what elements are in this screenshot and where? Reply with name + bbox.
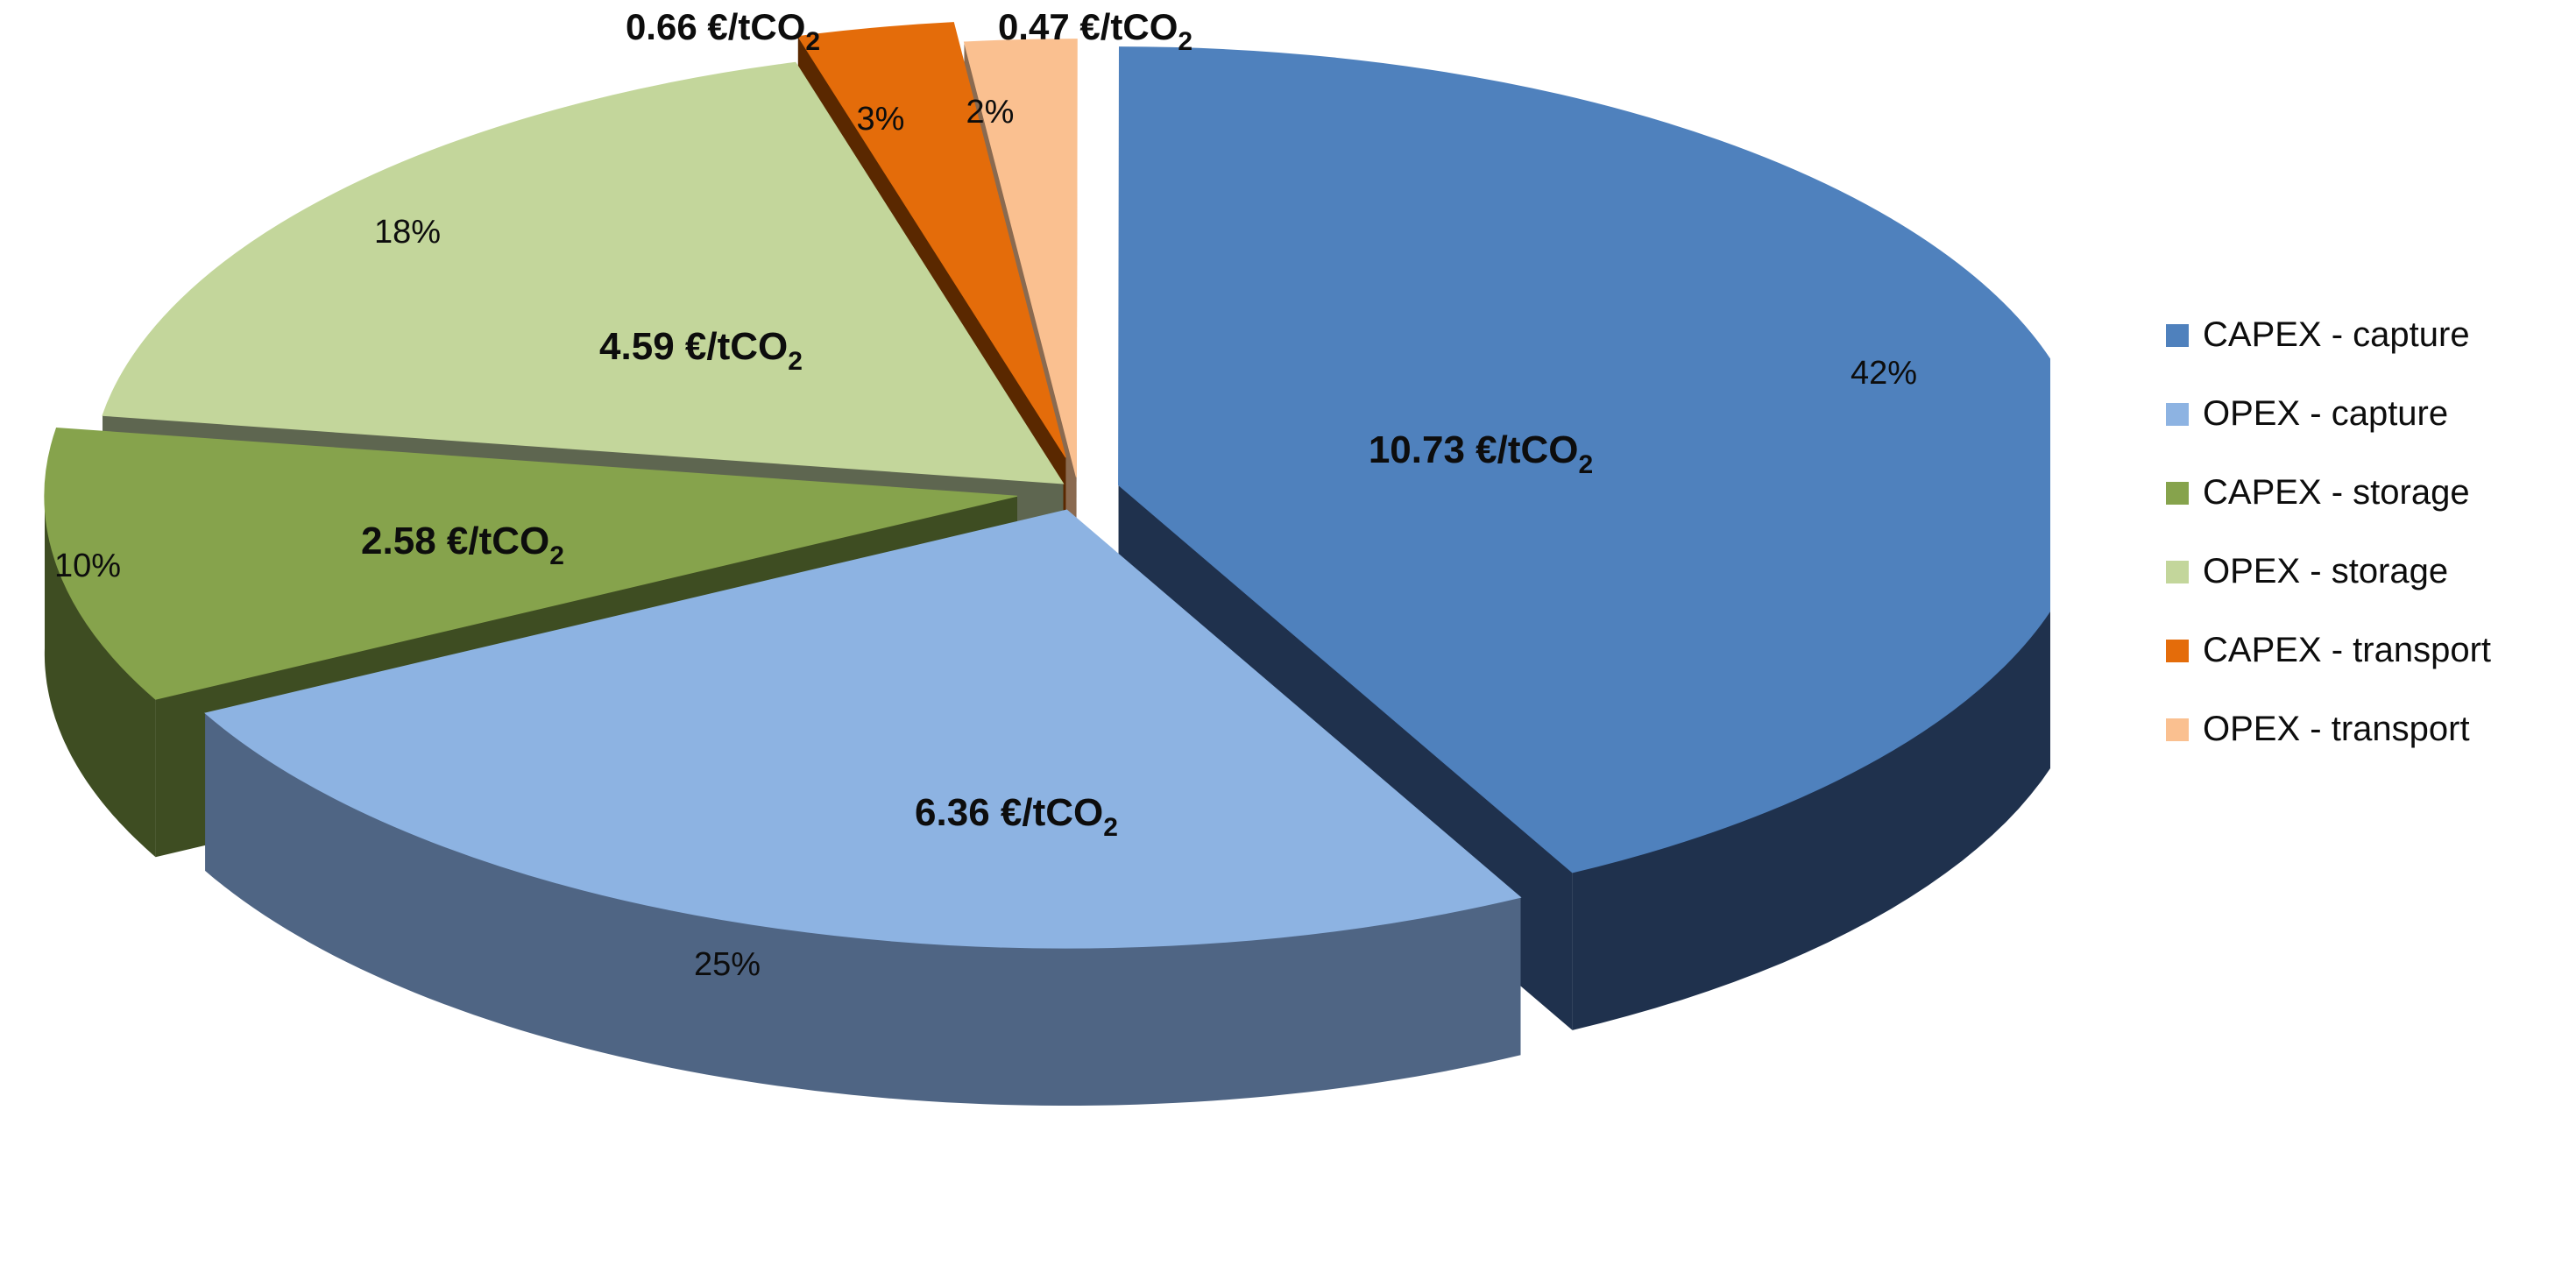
legend-label: OPEX - capture <box>2203 394 2449 433</box>
legend-label: CAPEX - capture <box>2203 315 2470 354</box>
chart-legend: CAPEX - capture OPEX - capture CAPEX - sto… <box>2166 315 2569 788</box>
slice-labels: 42% 10.73 €/tCO2 25% 6.36 €/tCO2 10% 2.58 €/t… <box>54 6 1917 983</box>
slice-value-label-opex-transport: 0.47 €/tCO2 <box>998 6 1192 56</box>
legend-label: CAPEX - transport <box>2203 631 2492 669</box>
slice-opex-capture <box>204 509 1522 949</box>
slice-capex-transport <box>796 22 1066 458</box>
slice-side-capex-capture <box>1572 611 2050 1030</box>
legend-swatch <box>2166 481 2189 505</box>
slice-value-label-opex-storage: 4.59 €/tCO2 <box>599 325 803 376</box>
legend-label: CAPEX - storage <box>2203 473 2470 512</box>
slice-percent-label-opex-capture: 25% <box>694 946 761 983</box>
legend-swatch <box>2166 718 2189 741</box>
slice-capex-capture <box>1118 46 2050 873</box>
legend-label: OPEX - transport <box>2203 710 2470 748</box>
slice-opex-storage <box>102 61 1065 484</box>
slice-side-capex-storage <box>44 491 156 858</box>
slice-percent-label-capex-storage: 10% <box>54 548 121 584</box>
legend-swatch <box>2166 639 2189 662</box>
legend-item-capex-capture: CAPEX - capture <box>2166 315 2569 355</box>
legend-item-opex-capture: OPEX - capture <box>2166 394 2569 434</box>
slice-percent-label-opex-transport: 2% <box>966 94 1015 131</box>
slice-value-label-capex-capture: 10.73 €/tCO2 <box>1369 428 1593 479</box>
pie-chart: 42% 10.73 €/tCO2 25% 6.36 €/tCO2 10% 2.58 €/t… <box>44 6 2050 1106</box>
slice-value-label-capex-storage: 2.58 €/tCO2 <box>361 520 564 570</box>
legend-swatch <box>2166 323 2189 347</box>
legend-item-capex-transport: CAPEX - transport <box>2166 631 2569 670</box>
slice-percent-label-capex-transport: 3% <box>857 101 905 138</box>
legend-label: OPEX - storage <box>2203 552 2449 590</box>
slice-side-opex-capture <box>205 713 1521 1106</box>
legend-swatch <box>2166 560 2189 583</box>
slice-percent-label-opex-storage: 18% <box>374 214 441 251</box>
legend-item-capex-storage: CAPEX - storage <box>2166 473 2569 513</box>
slice-percent-label-capex-capture: 42% <box>1851 355 1917 392</box>
legend-item-opex-storage: OPEX - storage <box>2166 552 2569 591</box>
slice-opex-transport <box>963 39 1078 477</box>
slice-capex-storage <box>44 428 1018 700</box>
legend-swatch <box>2166 402 2189 426</box>
legend-item-opex-transport: OPEX - transport <box>2166 710 2569 749</box>
slice-tops <box>44 22 2050 949</box>
slice-value-label-opex-capture: 6.36 €/tCO2 <box>915 791 1118 842</box>
slice-value-label-capex-transport: 0.66 €/tCO2 <box>626 6 820 56</box>
pie-chart-svg: 42% 10.73 €/tCO2 25% 6.36 €/tCO2 10% 2.58 €/t… <box>44 6 2050 1106</box>
